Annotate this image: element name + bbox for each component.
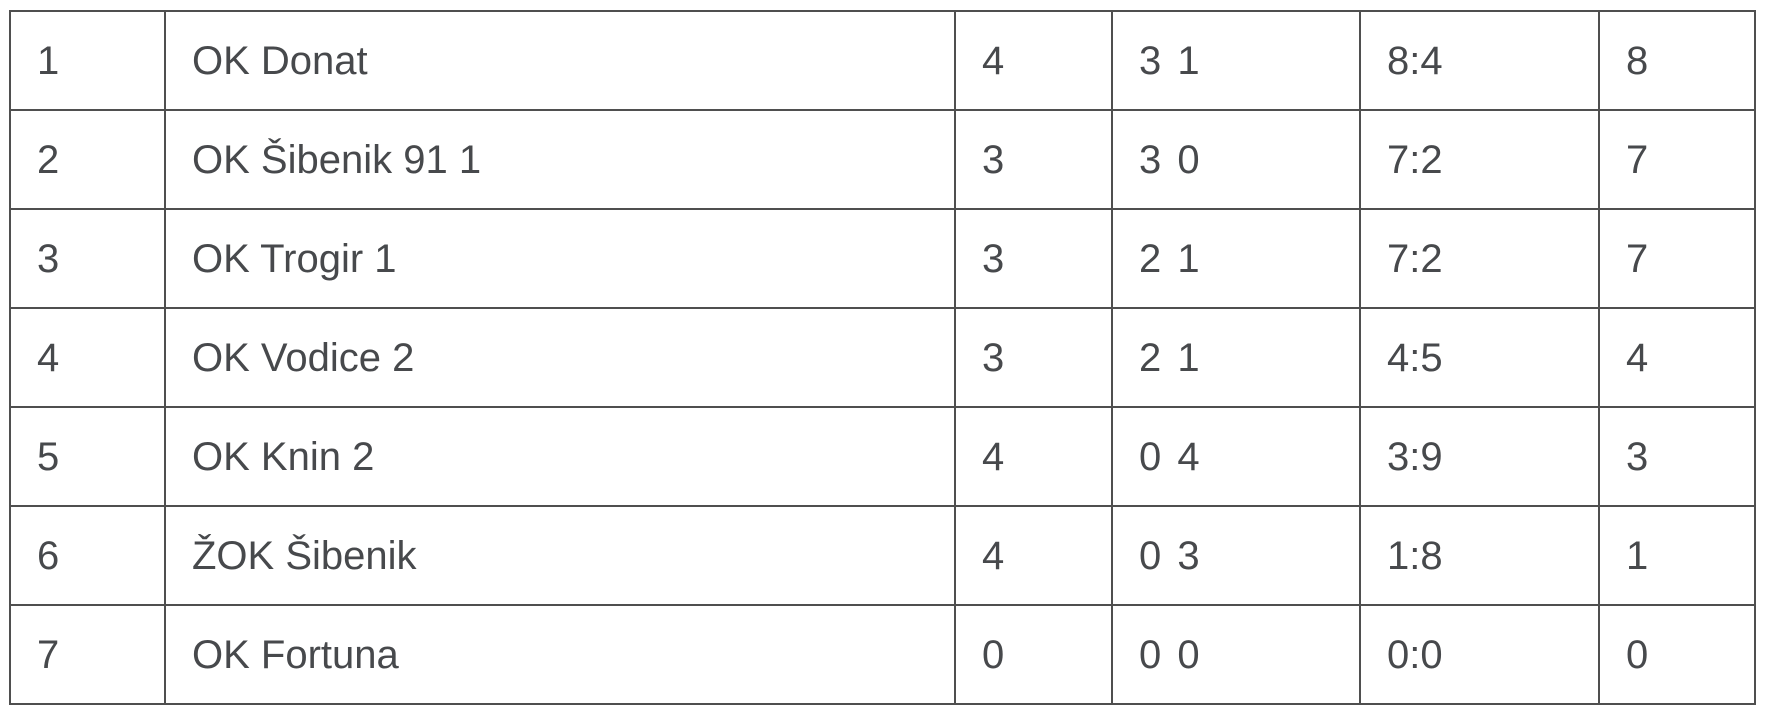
rank-cell: 3 xyxy=(9,208,166,309)
team-cell: OK Fortuna xyxy=(164,604,956,705)
win-loss-cell: 2 1 xyxy=(1111,307,1361,408)
points-cell: 1 xyxy=(1598,505,1756,606)
table-row: 6 ŽOK Šibenik 4 0 3 1:8 1 xyxy=(9,505,1756,606)
points-cell: 0 xyxy=(1598,604,1756,705)
table-row: 2 OK Šibenik 91 1 3 3 0 7:2 7 xyxy=(9,109,1756,210)
standings-table: 1 OK Donat 4 3 1 8:4 8 2 OK Šibenik 91 1… xyxy=(9,10,1756,705)
standings-table-container: 1 OK Donat 4 3 1 8:4 8 2 OK Šibenik 91 1… xyxy=(9,10,1756,705)
team-cell: OK Trogir 1 xyxy=(164,208,956,309)
points-cell: 8 xyxy=(1598,10,1756,111)
win-loss-cell: 2 1 xyxy=(1111,208,1361,309)
set-ratio-cell: 0:0 xyxy=(1359,604,1600,705)
win-loss-cell: 3 0 xyxy=(1111,109,1361,210)
played-cell: 4 xyxy=(954,406,1113,507)
team-cell: ŽOK Šibenik xyxy=(164,505,956,606)
table-row: 7 OK Fortuna 0 0 0 0:0 0 xyxy=(9,604,1756,705)
points-cell: 4 xyxy=(1598,307,1756,408)
win-loss-cell: 0 4 xyxy=(1111,406,1361,507)
rank-cell: 7 xyxy=(9,604,166,705)
rank-cell: 1 xyxy=(9,10,166,111)
team-cell: OK Šibenik 91 1 xyxy=(164,109,956,210)
set-ratio-cell: 7:2 xyxy=(1359,208,1600,309)
team-cell: OK Knin 2 xyxy=(164,406,956,507)
win-loss-cell: 0 0 xyxy=(1111,604,1361,705)
standings-table-body: 1 OK Donat 4 3 1 8:4 8 2 OK Šibenik 91 1… xyxy=(9,10,1756,705)
set-ratio-cell: 4:5 xyxy=(1359,307,1600,408)
rank-cell: 5 xyxy=(9,406,166,507)
points-cell: 3 xyxy=(1598,406,1756,507)
set-ratio-cell: 8:4 xyxy=(1359,10,1600,111)
team-cell: OK Vodice 2 xyxy=(164,307,956,408)
played-cell: 3 xyxy=(954,109,1113,210)
table-row: 5 OK Knin 2 4 0 4 3:9 3 xyxy=(9,406,1756,507)
win-loss-cell: 3 1 xyxy=(1111,10,1361,111)
points-cell: 7 xyxy=(1598,109,1756,210)
set-ratio-cell: 7:2 xyxy=(1359,109,1600,210)
points-cell: 7 xyxy=(1598,208,1756,309)
played-cell: 0 xyxy=(954,604,1113,705)
set-ratio-cell: 1:8 xyxy=(1359,505,1600,606)
rank-cell: 6 xyxy=(9,505,166,606)
rank-cell: 2 xyxy=(9,109,166,210)
table-row: 3 OK Trogir 1 3 2 1 7:2 7 xyxy=(9,208,1756,309)
played-cell: 4 xyxy=(954,505,1113,606)
team-cell: OK Donat xyxy=(164,10,956,111)
table-row: 1 OK Donat 4 3 1 8:4 8 xyxy=(9,10,1756,111)
table-row: 4 OK Vodice 2 3 2 1 4:5 4 xyxy=(9,307,1756,408)
played-cell: 3 xyxy=(954,208,1113,309)
played-cell: 3 xyxy=(954,307,1113,408)
rank-cell: 4 xyxy=(9,307,166,408)
played-cell: 4 xyxy=(954,10,1113,111)
win-loss-cell: 0 3 xyxy=(1111,505,1361,606)
set-ratio-cell: 3:9 xyxy=(1359,406,1600,507)
